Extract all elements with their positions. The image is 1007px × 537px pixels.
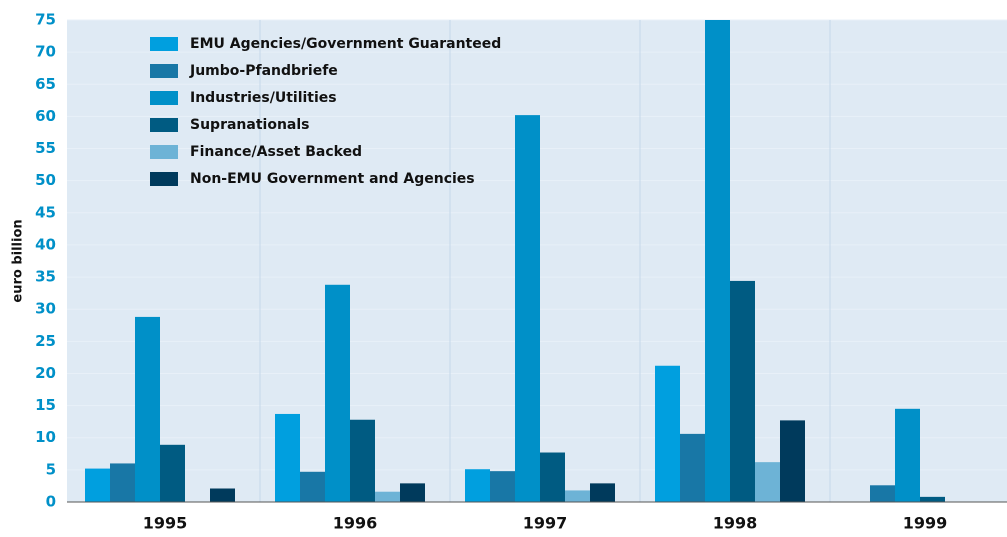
bar bbox=[275, 413, 300, 502]
legend-label: EMU Agencies/Government Guaranteed bbox=[190, 36, 501, 52]
y-tick-label: 55 bbox=[35, 139, 56, 157]
bar bbox=[210, 488, 235, 502]
bar bbox=[920, 496, 945, 502]
y-tick-label: 70 bbox=[35, 43, 56, 61]
bar bbox=[515, 115, 540, 502]
y-tick-label: 10 bbox=[35, 428, 56, 446]
legend-swatch bbox=[150, 91, 178, 105]
bar bbox=[730, 280, 755, 502]
y-tick-label: 60 bbox=[35, 107, 56, 125]
legend-swatch bbox=[150, 118, 178, 132]
legend-label: Finance/Asset Backed bbox=[190, 144, 362, 160]
y-tick-label: 5 bbox=[46, 460, 56, 478]
bar bbox=[110, 463, 135, 502]
y-tick-label: 45 bbox=[35, 203, 56, 221]
bar bbox=[590, 483, 615, 502]
bar bbox=[465, 469, 490, 502]
y-tick-label: 0 bbox=[46, 493, 56, 511]
bar bbox=[705, 20, 730, 502]
x-tick-label: 1998 bbox=[713, 514, 758, 533]
legend-swatch bbox=[150, 37, 178, 51]
y-tick-label: 15 bbox=[35, 396, 56, 414]
y-tick-label: 40 bbox=[35, 235, 56, 253]
legend-label: Jumbo-Pfandbriefe bbox=[189, 63, 338, 79]
y-tick-label: 65 bbox=[35, 75, 56, 93]
bar bbox=[350, 419, 375, 502]
bar bbox=[680, 433, 705, 502]
bar bbox=[565, 490, 590, 502]
legend-label: Non-EMU Government and Agencies bbox=[190, 171, 475, 187]
x-tick-label: 1997 bbox=[523, 514, 568, 533]
x-tick-label: 1999 bbox=[903, 514, 948, 533]
bar bbox=[755, 462, 780, 502]
legend-label: Supranationals bbox=[190, 117, 310, 133]
y-axis-label: euro billion bbox=[11, 219, 26, 302]
bar bbox=[325, 284, 350, 502]
bar bbox=[300, 471, 325, 502]
bar bbox=[780, 420, 805, 502]
x-tick-label: 1995 bbox=[143, 514, 188, 533]
bar bbox=[400, 483, 425, 502]
y-tick-label: 50 bbox=[35, 171, 56, 189]
bar bbox=[490, 471, 515, 502]
y-tick-label: 20 bbox=[35, 364, 56, 382]
y-tick-label: 75 bbox=[35, 11, 56, 29]
legend-swatch bbox=[150, 145, 178, 159]
bar bbox=[655, 365, 680, 502]
bar bbox=[85, 468, 110, 502]
y-tick-label: 35 bbox=[35, 268, 56, 286]
bar bbox=[870, 485, 895, 502]
bar bbox=[135, 316, 160, 502]
legend-label: Industries/Utilities bbox=[190, 90, 337, 106]
bar bbox=[375, 491, 400, 502]
legend-swatch bbox=[150, 172, 178, 186]
bar bbox=[895, 408, 920, 502]
legend-swatch bbox=[150, 64, 178, 78]
y-tick-label: 30 bbox=[35, 300, 56, 318]
bar bbox=[540, 452, 565, 502]
bar bbox=[160, 444, 185, 502]
x-tick-label: 1996 bbox=[333, 514, 378, 533]
y-tick-label: 25 bbox=[35, 332, 56, 350]
